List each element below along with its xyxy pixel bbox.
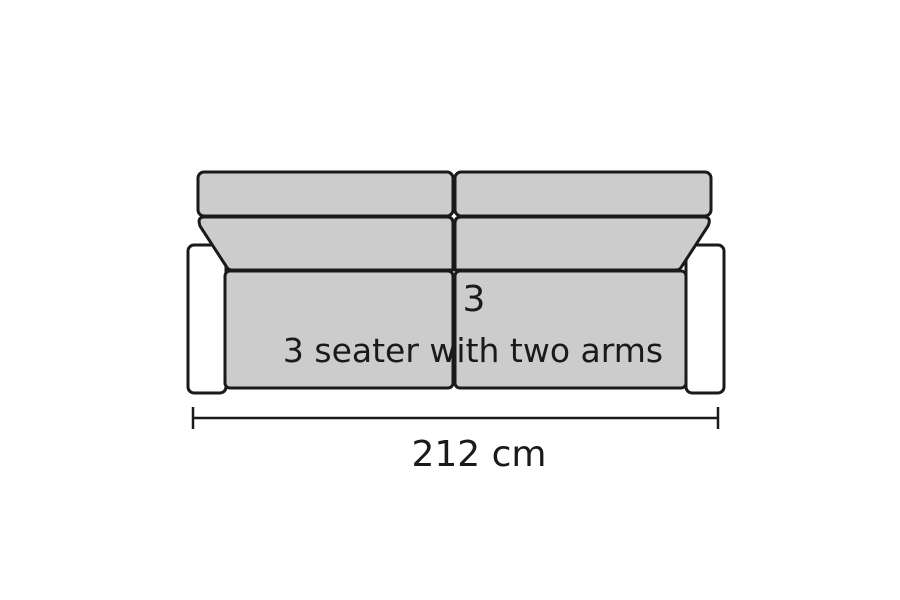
angled-back-cushion-left <box>197 215 455 272</box>
seat-count-label: 3 <box>463 279 486 320</box>
seat-cushion-right <box>453 269 688 390</box>
width-dimension-label: 212 cm <box>411 434 546 475</box>
back-cushion-left <box>196 170 455 218</box>
sofa-description-label: 3 seater with two arms <box>283 331 663 370</box>
right-arm <box>684 243 726 395</box>
seat-cushion-left <box>223 269 455 390</box>
width-dimension-line <box>191 407 720 429</box>
back-cushion-right <box>453 170 713 218</box>
left-arm <box>186 243 228 395</box>
angled-back-cushion-right <box>453 215 711 272</box>
